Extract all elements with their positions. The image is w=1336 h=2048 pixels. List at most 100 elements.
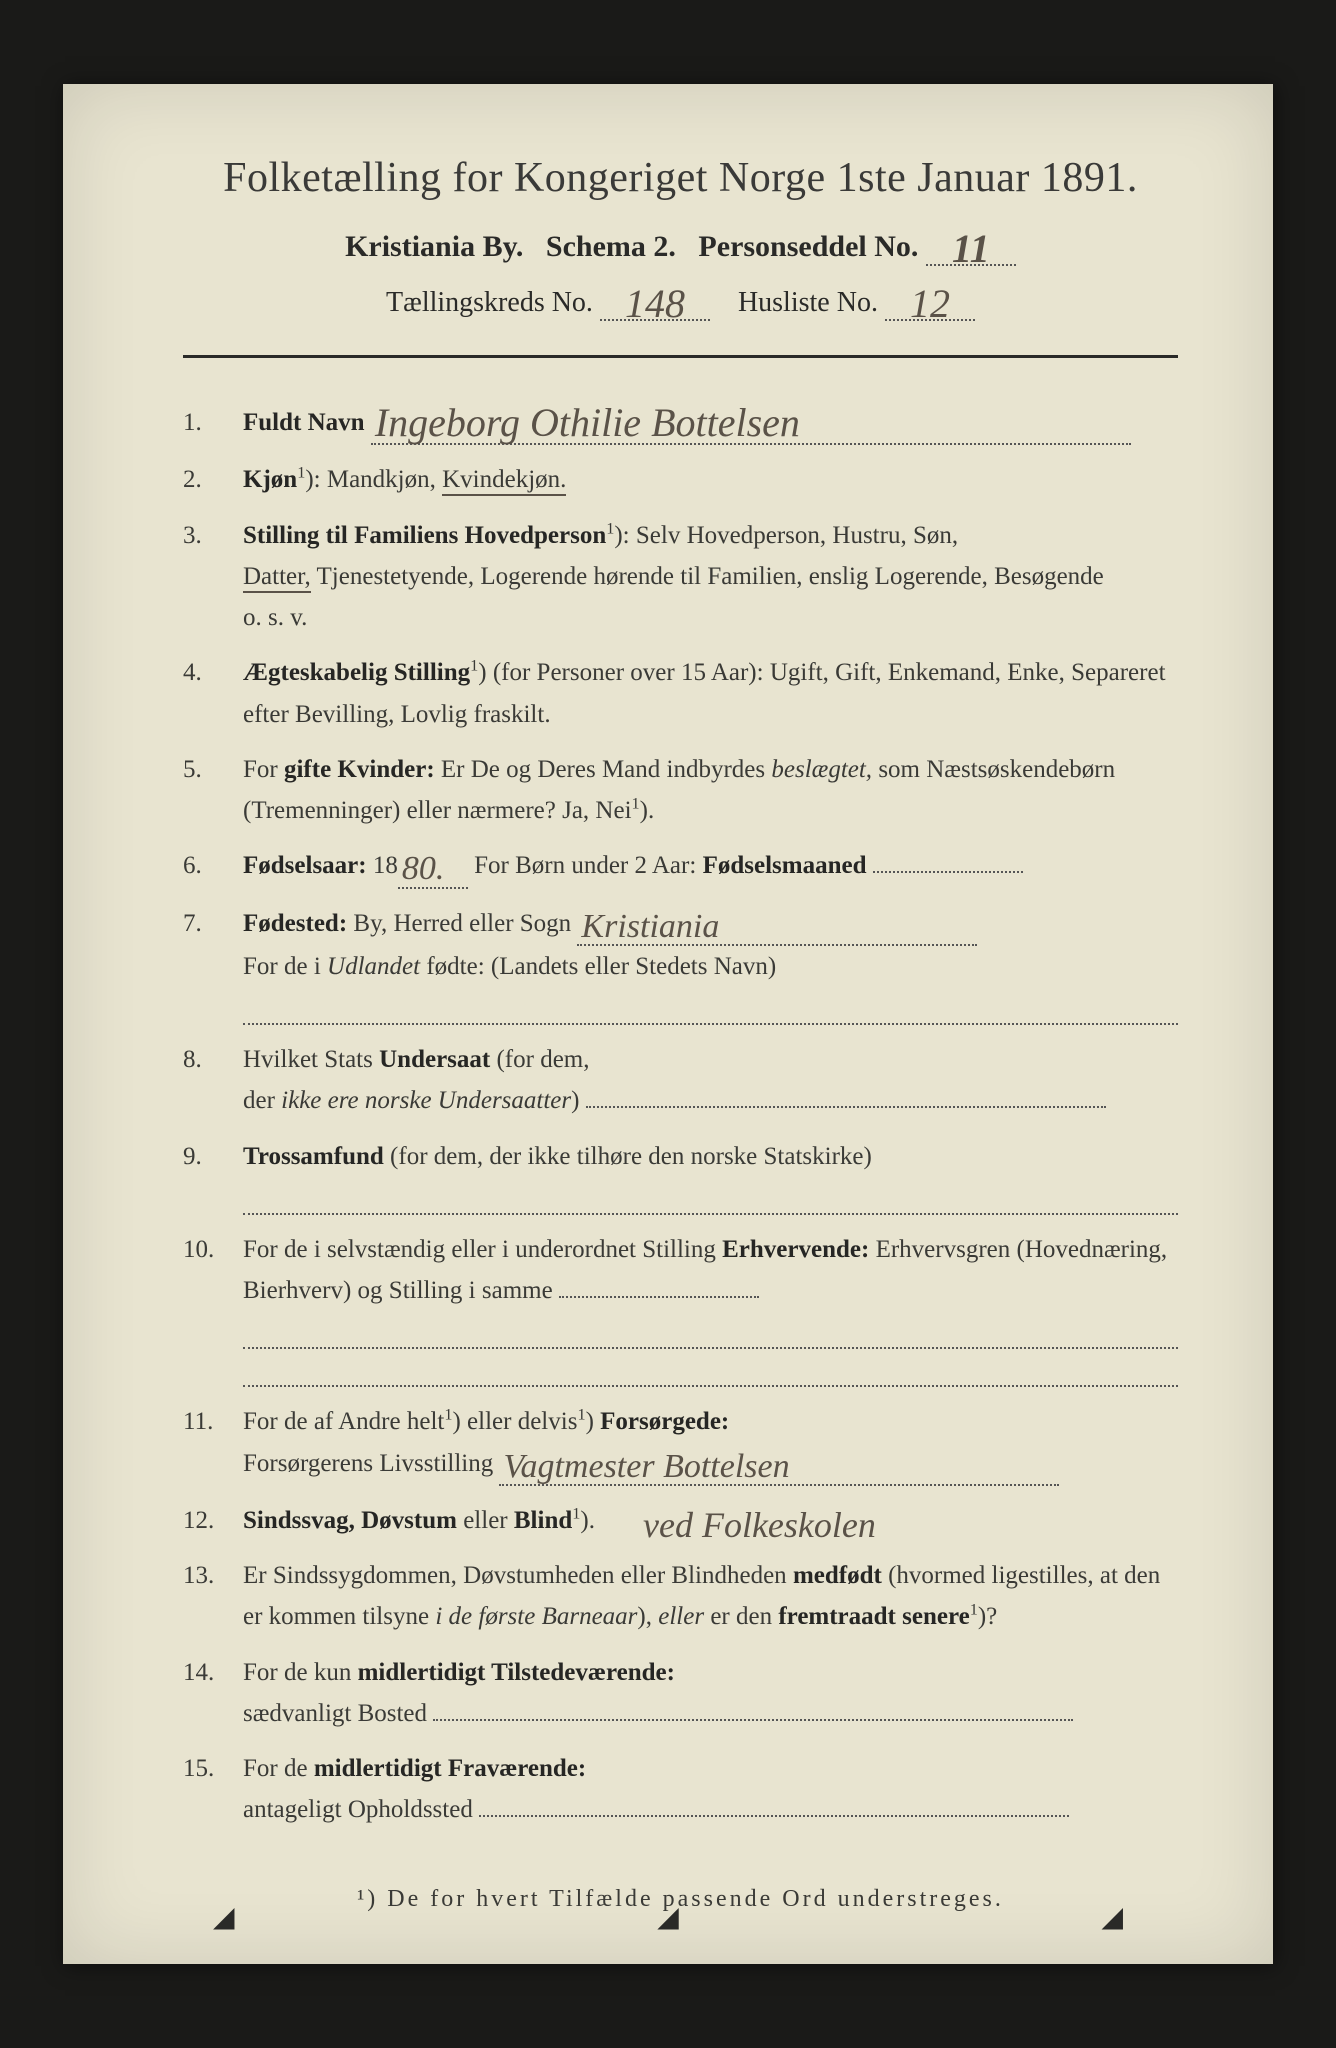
q5-a: For bbox=[243, 756, 284, 783]
q12-label: Sindssvag, Døvstum bbox=[243, 1507, 457, 1534]
q3-relation: Stilling til Familiens Hovedperson1): Se… bbox=[183, 515, 1178, 639]
q1-field: Ingeborg Othilie Bottelsen bbox=[371, 402, 1131, 445]
q7-line2i: Udlandet bbox=[327, 953, 420, 980]
main-title: Folketælling for Kongeriget Norge 1ste J… bbox=[183, 154, 1178, 202]
q12-hw-overlay: ved Folkeskolen bbox=[643, 1496, 876, 1555]
q6-prefix: 18 bbox=[373, 852, 398, 879]
q14-field bbox=[433, 1719, 1073, 1721]
q13-i: i de første Barneaar bbox=[435, 1603, 637, 1630]
q8-a: Hvilket Stats bbox=[243, 1046, 379, 1073]
q8-line2b: ) bbox=[571, 1087, 579, 1114]
q9-religion: Trossamfund (for dem, der ikke tilhøre d… bbox=[183, 1136, 1178, 1215]
mark-right: ◢ bbox=[1101, 1900, 1123, 1934]
tallingskreds-no-field: 148 bbox=[600, 286, 710, 321]
q7-birthplace: Fødested: By, Herred eller Sogn Kristian… bbox=[183, 903, 1178, 1026]
q13-b2: fremtraadt senere bbox=[778, 1603, 969, 1630]
personseddel-label: Personseddel No. bbox=[698, 230, 918, 263]
tallingskreds-label: Tællingskreds No. bbox=[386, 287, 593, 318]
q5-related: For gifte Kvinder: Er De og Deres Mand i… bbox=[183, 749, 1178, 832]
q15-a: For de bbox=[243, 1755, 314, 1782]
q13-congenital: Er Sindssygdommen, Døvstumheden eller Bl… bbox=[183, 1555, 1178, 1638]
q9-blank bbox=[243, 1183, 1178, 1215]
q6-label: Fødselsaar: bbox=[243, 852, 367, 879]
q3-rest: Tjenestetyende, Logerende hørende til Fa… bbox=[317, 563, 1104, 590]
q8-line2: der bbox=[243, 1087, 281, 1114]
q8-citizenship: Hvilket Stats Undersaat (for dem, der ik… bbox=[183, 1039, 1178, 1122]
q13-tc: ), bbox=[637, 1603, 658, 1630]
q8-b: Undersaat bbox=[379, 1046, 490, 1073]
city-label: Kristiania By. bbox=[345, 230, 523, 263]
question-list: Fuldt Navn Ingeborg Othilie Bottelsen Kj… bbox=[183, 402, 1178, 1831]
q1-value: Ingeborg Othilie Bottelsen bbox=[371, 411, 804, 435]
q8-c: (for dem, bbox=[490, 1046, 589, 1073]
q10-blank2 bbox=[243, 1355, 1178, 1387]
q15-b: midlertidigt Fraværende: bbox=[314, 1755, 586, 1782]
q4-label: Ægteskabelig Stilling bbox=[243, 659, 470, 686]
q5-i: beslægtet, bbox=[771, 756, 872, 783]
q7-line2a: For de i bbox=[243, 953, 327, 980]
q9-text: (for dem, der ikke tilhøre den norske St… bbox=[390, 1143, 872, 1170]
husliste-label: Husliste No. bbox=[738, 287, 878, 318]
q11-provider: For de af Andre helt1) eller delvis1) Fo… bbox=[183, 1401, 1178, 1486]
q8-line2i: ikke ere norske Undersaatter bbox=[281, 1087, 571, 1114]
q10-blank1 bbox=[243, 1317, 1178, 1349]
schema-label: Schema 2. bbox=[546, 230, 676, 263]
q6-birthyear: Fødselsaar: 1880. For Børn under 2 Aar: … bbox=[183, 845, 1178, 888]
q7-label: Fødested: bbox=[243, 910, 347, 937]
q10-b: Erhvervende: bbox=[722, 1236, 869, 1263]
q3-label: Stilling til Familiens Hovedperson bbox=[243, 522, 606, 549]
divider-rule bbox=[183, 355, 1178, 358]
q12-text: eller bbox=[457, 1507, 514, 1534]
tallingskreds-no-value: 148 bbox=[621, 292, 689, 316]
q1-label: Fuldt Navn bbox=[243, 409, 365, 436]
q6-year-value: 80. bbox=[398, 859, 449, 879]
q7-blank bbox=[243, 993, 1178, 1025]
q6-month-field bbox=[873, 871, 1023, 873]
q11-b: eller delvis bbox=[461, 1408, 578, 1435]
mark-mid: ◢ bbox=[657, 1900, 679, 1934]
subtitle-line: Kristiania By. Schema 2. Personseddel No… bbox=[183, 230, 1178, 266]
personseddel-no-value: 11 bbox=[948, 237, 994, 261]
mark-left: ◢ bbox=[213, 1900, 235, 1934]
q7-value: Kristiania bbox=[577, 917, 723, 937]
q14-b: midlertidigt Tilstedeværende: bbox=[358, 1659, 675, 1686]
q12-disability: Sindssvag, Døvstum eller Blind1). ved Fo… bbox=[183, 1500, 1178, 1541]
q15-field bbox=[479, 1815, 1069, 1817]
q2-female-underlined: Kvindekjøn. bbox=[442, 466, 566, 496]
bottom-marks: ◢ ◢ ◢ bbox=[63, 1900, 1273, 1934]
q13-a: Er Sindssygdommen, Døvstumheden eller Bl… bbox=[243, 1562, 793, 1589]
q3-text: Selv Hovedperson, Hustru, Søn, bbox=[636, 522, 958, 549]
q2-male: Mandkjøn, bbox=[327, 466, 436, 493]
q10-occupation: For de i selvstændig eller i underordnet… bbox=[183, 1229, 1178, 1388]
q13-td: er den bbox=[704, 1603, 778, 1630]
q7-field: Kristiania bbox=[577, 903, 977, 946]
q15-line2: antageligt Opholdssted bbox=[243, 1796, 473, 1823]
q14-temporary-present: For de kun midlertidigt Tilstedeværende:… bbox=[183, 1652, 1178, 1735]
q8-field bbox=[586, 1106, 1106, 1108]
q11-value: Vagtmester Bottelsen bbox=[499, 1457, 793, 1477]
q10-text: For de i selvstændig eller i underordnet… bbox=[243, 1236, 722, 1263]
q4-marital: Ægteskabelig Stilling1) (for Personer ov… bbox=[183, 652, 1178, 735]
q7-text: By, Herred eller Sogn bbox=[353, 910, 571, 937]
q13-b: medfødt bbox=[793, 1562, 882, 1589]
census-form-page: Folketælling for Kongeriget Norge 1ste J… bbox=[63, 84, 1273, 1964]
q6-text: For Børn under 2 Aar: bbox=[474, 852, 702, 879]
q15-temporary-absent: For de midlertidigt Fraværende: antageli… bbox=[183, 1748, 1178, 1831]
personseddel-no-field: 11 bbox=[926, 230, 1016, 266]
q6-year-field: 80. bbox=[398, 845, 468, 888]
q1-name: Fuldt Navn Ingeborg Othilie Bottelsen bbox=[183, 402, 1178, 445]
q14-a: For de kun bbox=[243, 1659, 358, 1686]
q9-label: Trossamfund bbox=[243, 1143, 384, 1170]
q14-line2: sædvanligt Bosted bbox=[243, 1700, 427, 1727]
q3-osv: o. s. v. bbox=[243, 604, 307, 631]
q7-line2b: fødte: (Landets eller Stedets Navn) bbox=[420, 953, 776, 980]
husliste-no-field: 12 bbox=[885, 286, 975, 321]
q5-text: Er De og Deres Mand indbyrdes bbox=[441, 756, 771, 783]
q2-label: Kjøn bbox=[243, 466, 297, 493]
q12-b2: Blind bbox=[514, 1507, 572, 1534]
q10-field1 bbox=[559, 1296, 759, 1298]
q5-b: gifte Kvinder: bbox=[284, 756, 435, 783]
q11-c: Forsørgede: bbox=[600, 1408, 729, 1435]
q6-b: Fødselsmaaned bbox=[703, 852, 867, 879]
subtitle-line-2: Tællingskreds No. 148 Husliste No. 12 bbox=[183, 286, 1178, 321]
